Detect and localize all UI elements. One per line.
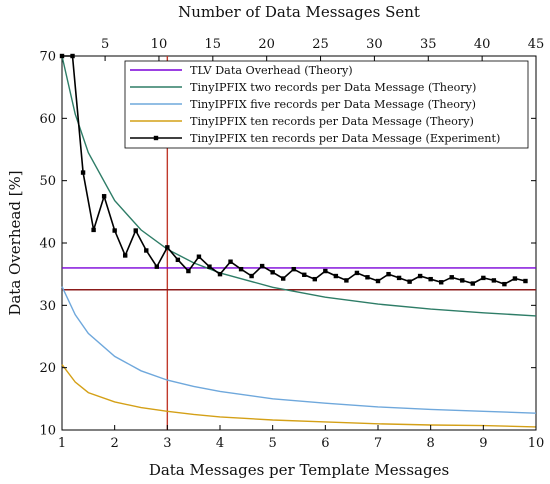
x-tick-label: 8 (427, 436, 435, 451)
top-x-tick-label: 30 (366, 37, 383, 52)
series-marker (333, 273, 339, 279)
series-marker (386, 271, 391, 277)
series-line-3 (61, 364, 537, 428)
series-line-2 (61, 286, 537, 414)
legend-label: TinyIPFIX ten records per Data Message (… (190, 132, 500, 145)
series-marker (165, 245, 170, 250)
series-marker (133, 228, 138, 233)
series-marker (186, 268, 191, 274)
legend-marker (153, 135, 159, 141)
series-marker (249, 273, 254, 279)
legend-label: TinyIPFIX five records per Data Message … (190, 98, 476, 111)
series-marker (407, 279, 412, 284)
top-x-tick-label: 5 (101, 37, 109, 52)
series-marker (396, 275, 402, 281)
y-tick-label: 70 (39, 50, 56, 65)
x-tick-label: 3 (163, 436, 171, 451)
series-marker (502, 281, 507, 287)
legend-label: TinyIPFIX two records per Data Message (… (190, 81, 476, 94)
series-marker (101, 194, 107, 199)
x-tick-label: 1 (58, 436, 66, 451)
series-marker (259, 263, 265, 269)
x-tick-label: 4 (216, 436, 224, 451)
y-tick-label: 20 (39, 361, 56, 376)
top-x-tick-label: 10 (151, 37, 168, 52)
top-x-tick-label: 45 (528, 37, 545, 52)
y-tick-label: 10 (39, 424, 56, 439)
series-marker (302, 272, 307, 277)
series-marker (144, 248, 149, 253)
series-marker (123, 253, 128, 258)
series-marker (281, 276, 286, 281)
series-marker (481, 275, 486, 281)
series-marker (270, 270, 275, 275)
series-marker (238, 266, 244, 272)
series-marker (228, 259, 233, 264)
legend: TLV Data Overhead (Theory) TinyIPFIX two … (124, 60, 529, 149)
y-tick-label: 40 (39, 237, 56, 252)
top-x-tick-label: 25 (312, 37, 329, 52)
y-axis-title: Data Overhead [%] (6, 170, 24, 315)
series-marker (375, 278, 381, 284)
x-tick-label: 9 (479, 436, 487, 451)
series-marker (291, 266, 296, 272)
legend-label: TLV Data Overhead (Theory) (190, 64, 353, 77)
series-layer (59, 53, 537, 428)
top-x-tick-label: 20 (258, 37, 275, 52)
x-tick-label: 2 (111, 436, 119, 451)
series-marker (449, 275, 454, 280)
series-marker (354, 270, 360, 276)
series-marker (344, 278, 349, 283)
x-tick-label: 10 (528, 436, 545, 451)
top-x-tick-label: 35 (420, 37, 437, 52)
series-marker (91, 227, 96, 233)
series-marker (323, 268, 328, 274)
series-marker (428, 276, 433, 282)
series-marker (491, 278, 497, 283)
series-marker (196, 254, 202, 259)
series-marker (439, 280, 444, 285)
series-marker (217, 271, 223, 277)
series-marker (470, 281, 475, 286)
x-axis-title: Data Messages per Template Messages (149, 461, 449, 479)
x-tick-label: 6 (321, 436, 329, 451)
series-marker (154, 264, 159, 269)
top-x-tick-label: 40 (474, 37, 491, 52)
series-marker (312, 276, 317, 282)
series-marker (80, 170, 86, 175)
y-tick-label: 60 (39, 112, 56, 127)
series-marker (523, 278, 528, 284)
legend-label: TinyIPFIX ten records per Data Message (… (190, 115, 474, 128)
series-marker (417, 273, 423, 279)
top-x-tick-label: 15 (205, 37, 222, 52)
x-tick-label: 7 (374, 436, 382, 451)
series-marker (207, 264, 212, 269)
x-tick-label: 5 (269, 436, 277, 451)
series-marker (175, 257, 181, 263)
series-marker (365, 275, 370, 280)
y-tick-label: 50 (39, 174, 56, 189)
top-x-axis-title: Number of Data Messages Sent (178, 3, 420, 21)
series-line-1 (61, 55, 537, 317)
y-tick-label: 30 (39, 299, 56, 314)
legend-box (124, 60, 529, 149)
series-marker (460, 278, 465, 283)
series-marker (112, 228, 117, 233)
series-marker (70, 53, 75, 59)
series-marker (512, 276, 518, 281)
